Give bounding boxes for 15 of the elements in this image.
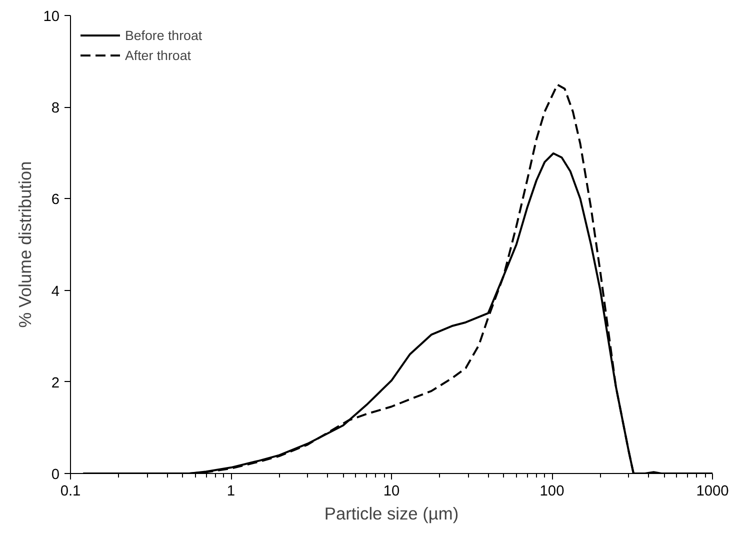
x-axis-title: Particle size (µm) bbox=[324, 504, 459, 524]
x-tick-label: 0.1 bbox=[60, 484, 81, 500]
y-tick-label: 8 bbox=[51, 100, 60, 117]
y-tick-label: 4 bbox=[51, 284, 60, 300]
legend-label: After throat bbox=[125, 48, 191, 62]
x-tick-label: 100 bbox=[540, 484, 564, 500]
y-tick-label: 6 bbox=[51, 192, 60, 208]
x-tick-label: 1 bbox=[226, 484, 236, 500]
y-axis-title: % Volume distribution bbox=[15, 161, 36, 328]
x-tick-label: 1000 bbox=[696, 484, 729, 500]
y-tick-label: 10 bbox=[43, 9, 60, 25]
legend-label: Before throat bbox=[125, 28, 202, 42]
y-tick-label: 2 bbox=[51, 375, 60, 392]
y-tick-label: 0 bbox=[51, 467, 60, 483]
x-tick-label: 10 bbox=[383, 484, 400, 500]
